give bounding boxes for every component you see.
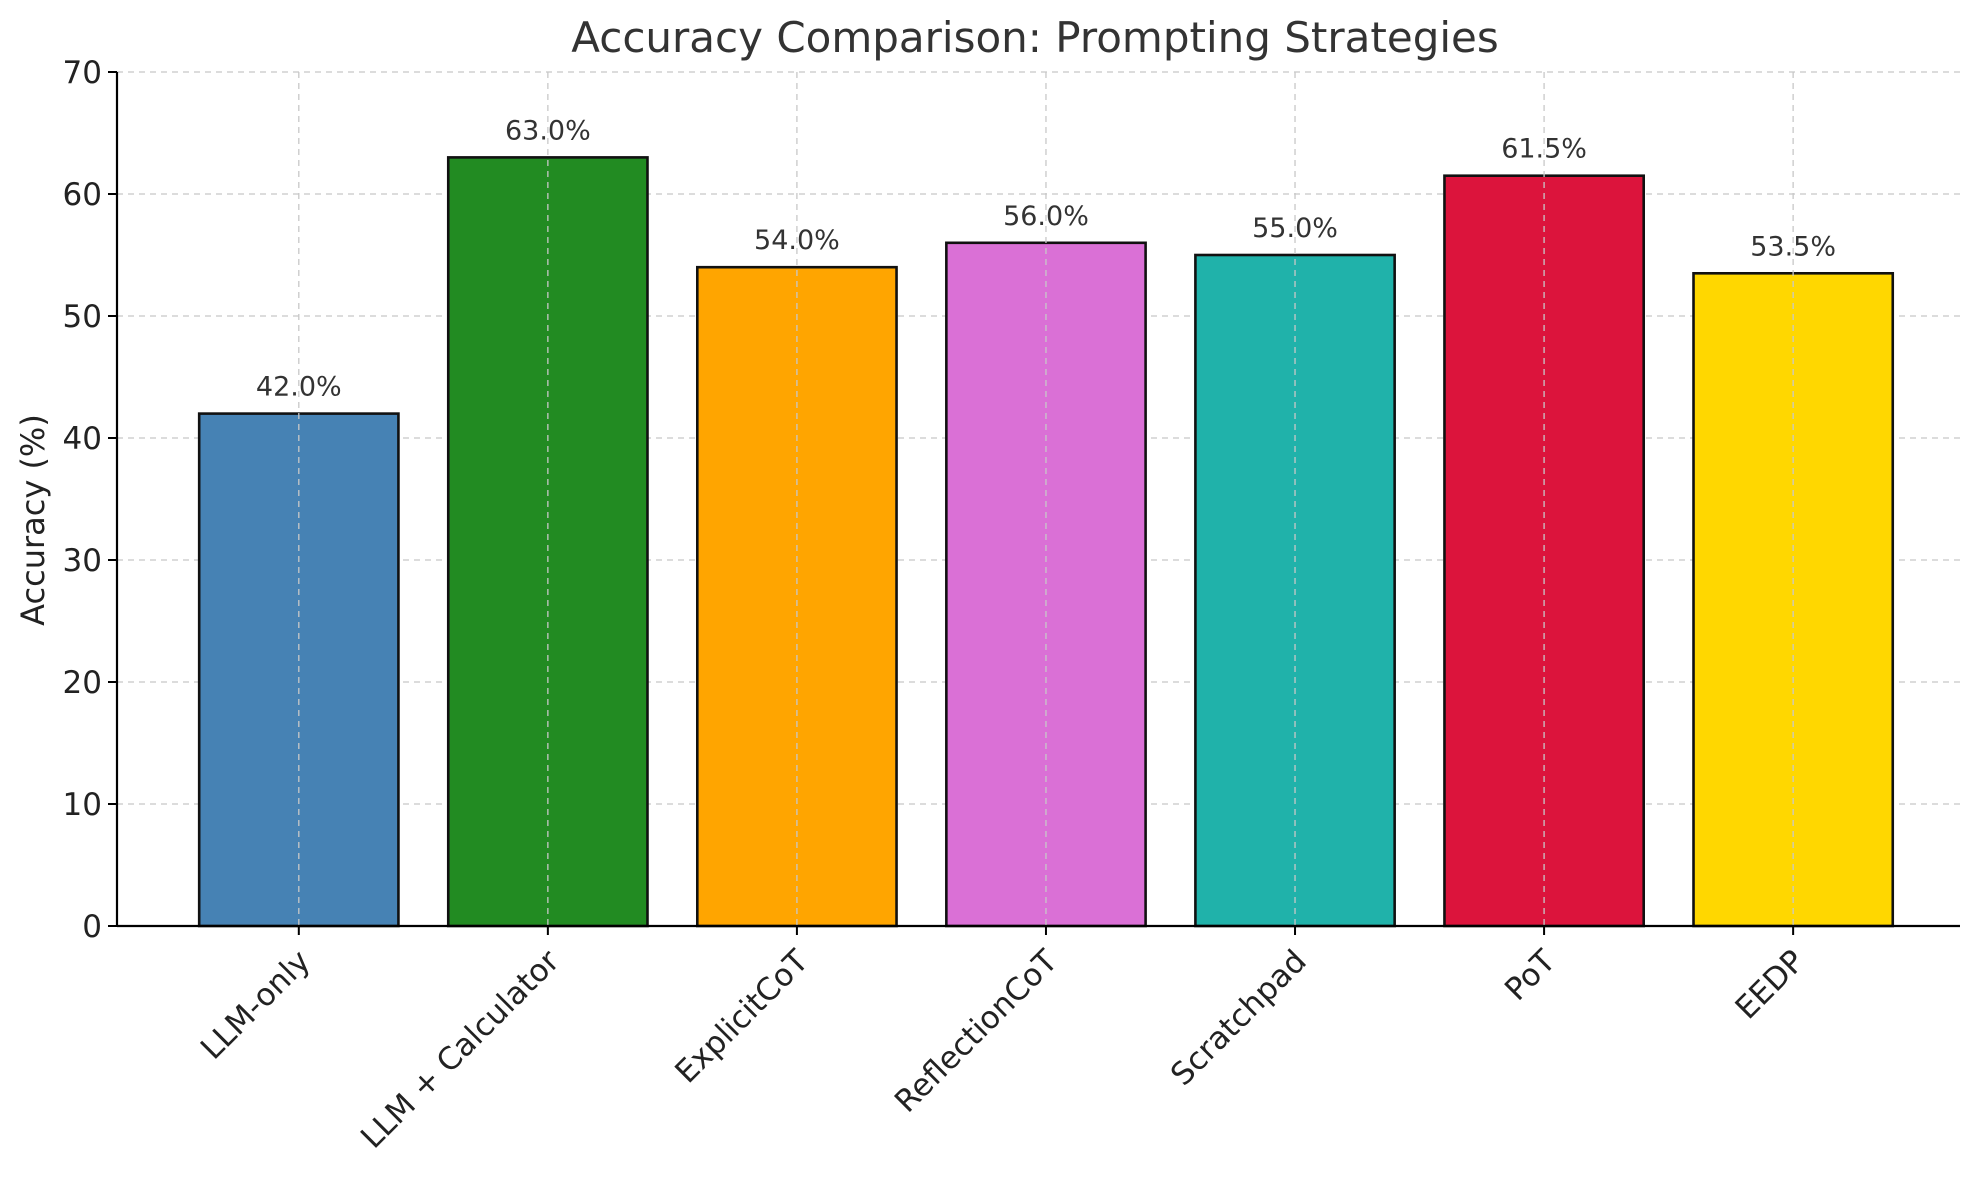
data-labels: 42.0% 63.0% 54.0% 56.0% 55.0% 61.5% 53.5% [256, 115, 1836, 402]
x-tick-label: ExplicitCoT [668, 942, 816, 1090]
y-tick-label: 20 [63, 665, 102, 701]
x-tick-label: LLM + Calculator [354, 943, 567, 1156]
x-tick-label: Scratchpad [1164, 943, 1314, 1093]
bar-value-label: 54.0% [754, 225, 840, 256]
bar-value-label: 56.0% [1003, 201, 1089, 232]
bar-value-label: 42.0% [256, 372, 342, 403]
bars [197, 156, 1895, 928]
bar-value-label: 53.5% [1750, 231, 1836, 262]
bar-value-label: 61.5% [1501, 134, 1587, 165]
y-tick-label: 60 [63, 177, 102, 213]
bar-explicitcot [695, 265, 898, 928]
y-tick-label: 10 [63, 787, 102, 823]
chart-title: Accuracy Comparison: Prompting Strategie… [571, 13, 1499, 62]
y-tick-label: 70 [63, 55, 102, 91]
y-tick-label: 40 [63, 421, 102, 457]
y-tick-label: 0 [82, 909, 102, 945]
axes [108, 71, 1960, 935]
x-tick-label: LLM-only [194, 943, 317, 1066]
x-tick-label: EEDP [1729, 943, 1812, 1026]
y-tick-label: 50 [63, 299, 102, 335]
bar-value-label: 63.0% [505, 115, 591, 146]
x-tick-label: ReflectionCoT [888, 942, 1065, 1119]
y-tick-label: 30 [63, 543, 102, 579]
y-axis-label: Accuracy (%) [14, 414, 52, 626]
bar-value-label: 55.0% [1252, 213, 1338, 244]
x-tick-label: PoT [1498, 942, 1563, 1007]
